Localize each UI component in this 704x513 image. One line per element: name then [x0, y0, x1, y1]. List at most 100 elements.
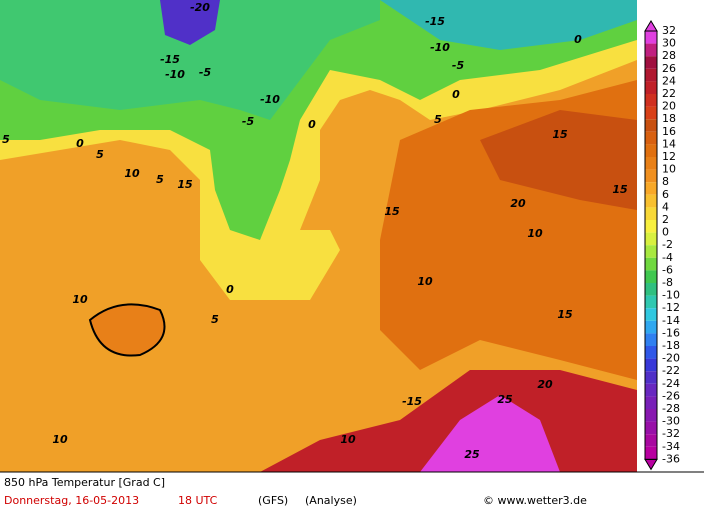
magenta-zone: [420, 395, 560, 472]
colorbar-cell: [645, 371, 657, 384]
colorbar-cell: [645, 194, 657, 208]
colorbar-cell: [645, 131, 657, 145]
contour-label: 20: [537, 378, 553, 391]
contour-label: -15: [160, 53, 180, 66]
contour-label: 0: [452, 88, 460, 101]
contour-label: 15: [384, 205, 400, 218]
colorbar-tick-label: 12: [662, 150, 676, 163]
colorbar-cell: [645, 396, 657, 409]
colorbar-tick-label: -2: [662, 238, 673, 251]
contour-label: 0: [226, 283, 234, 296]
colorbar-tick-label: 4: [662, 200, 669, 213]
map: [0, 0, 637, 472]
colorbar-tick-label: -32: [662, 427, 680, 440]
colorbar-tick-label: 18: [662, 112, 676, 125]
contour-label: -5: [242, 115, 255, 128]
colorbar-tick-label: 30: [662, 37, 676, 50]
contour-label: 10: [340, 433, 356, 446]
contour-label: 0: [308, 118, 316, 131]
colorbar-cell: [645, 446, 657, 460]
contour-label: 5: [434, 113, 442, 126]
contour-label: 10: [417, 275, 433, 288]
colorbar-cell: [645, 119, 657, 132]
colorbar-cell: [645, 346, 657, 359]
colorbar-tick-label: -10: [662, 289, 680, 302]
colorbar-cell: [645, 295, 657, 309]
colorbar-cell: [645, 283, 657, 296]
colorbar-tick-label: 16: [662, 125, 676, 138]
footer-date: Donnerstag, 16-05-2013: [4, 494, 139, 507]
colorbar-tick-label: 20: [662, 100, 676, 113]
colorbar-tick-label: 32: [662, 24, 676, 37]
colorbar-tick-label: 0: [662, 226, 669, 239]
colorbar-cell: [645, 434, 657, 447]
footer: 850 hPa Temperatur [Grad C] Donnerstag, …: [4, 476, 587, 507]
contour-label: -5: [199, 66, 212, 79]
colorbar-tick-label: 6: [662, 188, 669, 201]
contour-label: 5: [96, 148, 104, 161]
contour-label: 0: [574, 33, 582, 46]
colorbar-tick-label: -6: [662, 263, 673, 276]
contour-label: 0: [76, 137, 84, 150]
contour-label: 20: [510, 197, 526, 210]
colorbar-cell: [645, 157, 657, 170]
colorbar: 32302826242220181614121086420-2-4-6-8-10…: [644, 20, 680, 471]
contour-label: 15: [612, 183, 628, 196]
colorbar-tick-label: -8: [662, 276, 673, 289]
colorbar-cell: [645, 182, 657, 195]
colorbar-tick-label: -28: [662, 402, 680, 415]
colorbar-tick-label: -30: [662, 415, 680, 428]
cyan-zone: [380, 0, 637, 50]
contour-label: -10: [260, 93, 280, 106]
colorbar-cell: [645, 106, 657, 120]
contour-label: 5: [211, 313, 219, 326]
footer-time: 18 UTC: [178, 494, 218, 507]
colorbar-cell: [645, 421, 657, 435]
colorbar-cell: [645, 232, 657, 246]
contour-label: 25: [497, 393, 513, 406]
colorbar-cell: [645, 220, 657, 233]
colorbar-cell: [645, 169, 657, 183]
contour-label: 15: [557, 308, 573, 321]
colorbar-tick-label: -34: [662, 440, 680, 453]
footer-run: (Analyse): [305, 494, 357, 507]
contour-label: -10: [430, 41, 450, 54]
colorbar-tick-label: 14: [662, 137, 676, 150]
colorbar-tick-label: 22: [662, 87, 676, 100]
colorbar-cell: [645, 270, 657, 283]
colorbar-frame: [644, 30, 658, 460]
colorbar-tick-label: 28: [662, 49, 676, 62]
colorbar-tick-label: 10: [662, 163, 676, 176]
contour-label: 25: [464, 448, 480, 461]
contour-labels: -20-15-10 -5051015-15-10-5051015202525-10…: [2, 1, 628, 461]
colorbar-tick-label: -20: [662, 352, 680, 365]
contour-label: 10: [52, 433, 68, 446]
contour-label: 15: [552, 128, 568, 141]
colorbar-tick-label: -16: [662, 326, 680, 339]
colorbar-tick-label: 8: [662, 175, 669, 188]
warm-blob: [88, 303, 166, 357]
colorbar-tick-label: -22: [662, 364, 680, 377]
contour-label: -20: [190, 1, 210, 14]
colorbar-cell: [645, 245, 657, 258]
colorbar-cell: [645, 31, 657, 44]
colorbar-tick-label: 26: [662, 62, 676, 75]
contour-label: -15: [402, 395, 422, 408]
contour-label: 5: [2, 133, 10, 146]
green-dark-zone: [0, 0, 380, 120]
colorbar-tick-label: -24: [662, 377, 680, 390]
colorbar-cell: [645, 68, 657, 82]
footer-credit: © www.wetter3.de: [483, 494, 587, 507]
colorbar-cell: [645, 144, 657, 157]
colorbar-cell: [645, 257, 657, 271]
footer-model: (GFS): [258, 494, 288, 507]
colorbar-tick-label: -14: [662, 314, 680, 327]
contour-label: 10: [72, 293, 88, 306]
contour-label: 10: [527, 227, 543, 240]
colorbar-cell: [645, 43, 657, 57]
colorbar-cell: [645, 81, 657, 94]
colorbar-cell: [645, 308, 657, 321]
warm-zone: [480, 110, 637, 210]
colorbar-cell: [645, 207, 657, 220]
